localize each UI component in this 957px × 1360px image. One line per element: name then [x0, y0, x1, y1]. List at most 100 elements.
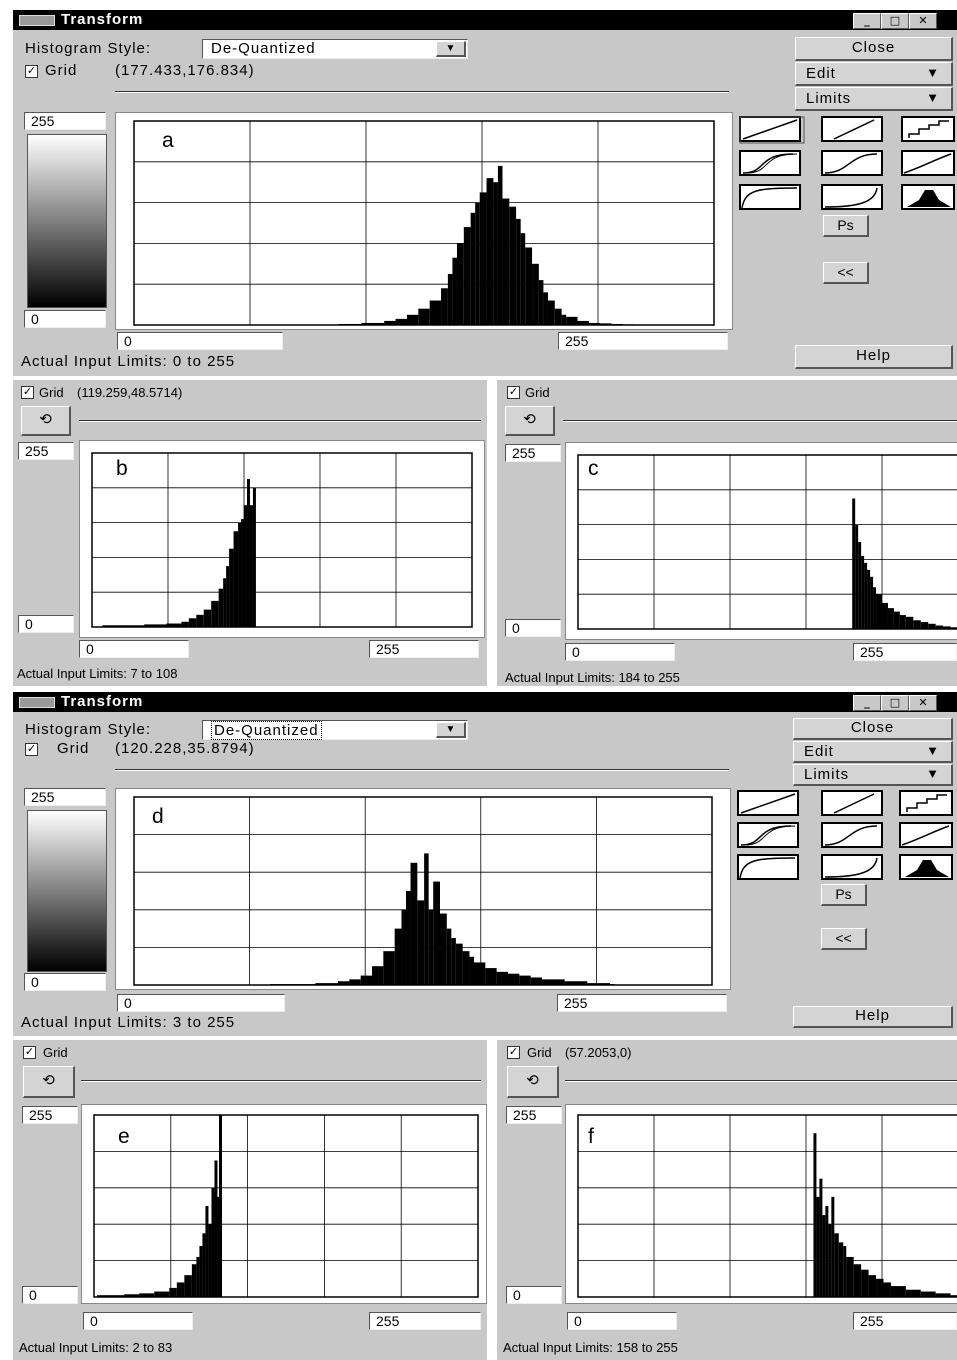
grid-checkbox[interactable]: ✓: [507, 386, 520, 399]
title-bar[interactable]: Transform _ □ ✕: [13, 692, 957, 712]
cursor-readout: (177.433,176.834): [115, 62, 255, 79]
close-icon[interactable]: ✕: [909, 13, 937, 29]
input-max-field[interactable]: 255: [369, 1312, 481, 1330]
close-button[interactable]: Close: [793, 718, 953, 740]
close-button[interactable]: Close: [795, 37, 953, 61]
histogram-bar: [349, 979, 361, 985]
histogram-chart-a[interactable]: [116, 113, 732, 329]
refresh-icon[interactable]: ⟲: [23, 1066, 75, 1098]
input-min-field[interactable]: 0: [79, 640, 189, 658]
edit-dropdown[interactable]: Edit ▼: [793, 741, 953, 763]
input-max-field[interactable]: 255: [853, 1312, 957, 1330]
refresh-icon[interactable]: ⟲: [21, 406, 71, 436]
histogram-chart-b[interactable]: [80, 441, 484, 637]
divider: [79, 420, 481, 422]
back-button[interactable]: <<: [821, 928, 867, 950]
histogram-chart-f[interactable]: [566, 1105, 957, 1303]
histogram-chart-c[interactable]: [566, 443, 957, 639]
help-button[interactable]: Help: [793, 1006, 953, 1028]
s-curve-double-icon[interactable]: [737, 148, 807, 178]
chevron-down-icon: ▼: [926, 743, 939, 758]
grid-checkbox[interactable]: ✓: [507, 1046, 520, 1059]
limits-dropdown[interactable]: Limits ▼: [793, 764, 953, 786]
output-max-field[interactable]: 255: [24, 112, 106, 130]
help-button[interactable]: Help: [795, 345, 953, 369]
input-min-field[interactable]: 0: [83, 1312, 193, 1330]
output-min-field[interactable]: 0: [24, 310, 106, 328]
output-min-field[interactable]: 0: [505, 619, 561, 637]
histogram-bar: [834, 1233, 839, 1297]
window-menu-icon[interactable]: [19, 15, 55, 26]
ps-button[interactable]: Ps: [823, 215, 869, 237]
grid-checkbox[interactable]: ✓: [21, 386, 34, 399]
maximize-icon[interactable]: □: [881, 695, 909, 711]
linear-curve-icon[interactable]: [737, 114, 807, 144]
histogram-bar: [950, 627, 957, 629]
histogram-bar: [913, 620, 921, 629]
refresh-icon[interactable]: ⟲: [507, 1066, 559, 1098]
input-min-field[interactable]: 0: [117, 994, 285, 1012]
output-min-field[interactable]: 0: [24, 973, 106, 991]
histogram-shape-icon[interactable]: [897, 852, 957, 882]
log-curve-icon[interactable]: [735, 852, 805, 882]
histogram-bar: [485, 968, 497, 985]
output-max-field[interactable]: 255: [505, 444, 561, 462]
histogram-bar: [124, 1294, 140, 1297]
title-bar[interactable]: Transform _ □ ✕: [13, 10, 957, 30]
maximize-icon[interactable]: □: [881, 13, 909, 29]
staircase-curve-icon[interactable]: [897, 788, 957, 818]
shallow-s-curve-icon[interactable]: [897, 820, 957, 850]
input-min-field[interactable]: 0: [565, 643, 675, 661]
output-min-field[interactable]: 0: [18, 615, 74, 633]
input-max-field[interactable]: 255: [558, 332, 728, 350]
refresh-icon[interactable]: ⟲: [505, 406, 555, 436]
histogram-style-select[interactable]: De-Quantized ▼: [202, 720, 468, 740]
chevron-down-icon[interactable]: ▼: [436, 722, 466, 738]
ps-button[interactable]: Ps: [821, 884, 867, 906]
log-curve-icon[interactable]: [737, 182, 807, 212]
output-min-field[interactable]: 0: [22, 1286, 78, 1304]
back-button[interactable]: <<: [823, 262, 869, 284]
histogram-bar: [479, 192, 487, 325]
limits-dropdown[interactable]: Limits ▼: [795, 87, 953, 111]
histogram-shape-icon[interactable]: [899, 182, 957, 212]
input-max-field[interactable]: 255: [557, 994, 727, 1012]
grid-checkbox[interactable]: ✓: [25, 65, 38, 78]
s-curve-icon[interactable]: [819, 148, 889, 178]
staircase-curve-icon[interactable]: [899, 114, 957, 144]
histogram-bar: [928, 623, 936, 629]
histogram-chart-d[interactable]: [116, 789, 730, 989]
histogram-bar: [855, 524, 859, 629]
histogram-bar: [920, 622, 929, 629]
grid-checkbox[interactable]: ✓: [23, 1046, 36, 1059]
input-min-field[interactable]: 0: [117, 332, 283, 350]
histogram-bar: [249, 505, 253, 627]
input-max-field[interactable]: 255: [853, 643, 957, 661]
close-icon[interactable]: ✕: [909, 695, 937, 711]
input-max-field[interactable]: 255: [369, 640, 479, 658]
exp-curve-icon[interactable]: [819, 182, 889, 212]
output-max-field[interactable]: 255: [506, 1106, 562, 1124]
s-curve-double-icon[interactable]: [735, 820, 805, 850]
output-max-field[interactable]: 255: [24, 788, 106, 806]
output-max-field[interactable]: 255: [18, 442, 74, 460]
histogram-chart-e[interactable]: [82, 1105, 486, 1303]
cursor-readout: (120.228,35.8794): [115, 740, 255, 757]
output-min-field[interactable]: 0: [506, 1286, 562, 1304]
edit-dropdown[interactable]: Edit ▼: [795, 62, 953, 86]
steep-linear-curve-icon[interactable]: [819, 788, 889, 818]
window-menu-icon[interactable]: [19, 697, 55, 708]
chevron-down-icon[interactable]: ▼: [436, 41, 466, 57]
input-min-field[interactable]: 0: [567, 1312, 677, 1330]
linear-curve-icon[interactable]: [735, 788, 805, 818]
minimize-icon[interactable]: _: [853, 13, 881, 29]
s-curve-icon[interactable]: [819, 820, 889, 850]
shallow-s-curve-icon[interactable]: [899, 148, 957, 178]
minimize-icon[interactable]: _: [853, 695, 881, 711]
output-max-field[interactable]: 255: [22, 1106, 78, 1124]
exp-curve-icon[interactable]: [819, 852, 889, 882]
steep-linear-curve-icon[interactable]: [819, 114, 889, 144]
histogram-style-select[interactable]: De-Quantized ▼: [202, 39, 468, 59]
divider: [563, 420, 957, 422]
grid-checkbox[interactable]: ✓: [25, 743, 38, 756]
